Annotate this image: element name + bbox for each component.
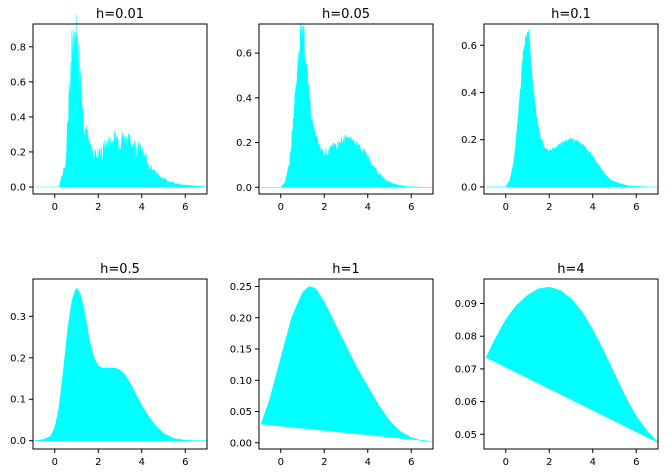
axes-frame [32, 23, 208, 195]
x-tick-label: 4 [365, 202, 371, 213]
x-tick-label: 0 [503, 202, 509, 213]
y-tick-label: 0.4 [461, 88, 477, 99]
subplot-5: 0 2 4 6 0.00 0.05 0.10 0.15 0.20 0.25 h=1 [230, 262, 434, 468]
x-tick-label: 4 [365, 457, 371, 468]
y-tick-label: 0.4 [10, 112, 26, 123]
subplot-title: h=0.5 [100, 262, 140, 277]
y-tick-label: 0.3 [10, 312, 26, 323]
subplot-3: 0 2 4 6 0.0 0.2 0.4 0.6 h=0.1 [461, 7, 659, 213]
density-area [35, 287, 207, 442]
y-tick-label: 0.20 [230, 313, 252, 324]
subplot-title: h=0.1 [551, 7, 591, 22]
axes-frame [483, 278, 659, 450]
subplot-6: 0 2 4 6 0.05 0.06 0.07 0.08 0.09 h=4 [455, 262, 659, 468]
y-tick-label: 0.4 [236, 93, 252, 104]
axes-frame [32, 278, 208, 450]
y-tick-label: 0.6 [10, 77, 26, 88]
x-tick-label: 2 [321, 202, 327, 213]
y-tick-label: 0.25 [230, 282, 252, 293]
y-tick-label: 0.10 [230, 376, 252, 387]
subplot-title: h=4 [557, 262, 584, 277]
x-tick-label: 2 [546, 202, 552, 213]
x-tick-label: 6 [633, 202, 639, 213]
density-area [486, 30, 658, 188]
y-tick-label: 0.6 [236, 49, 252, 60]
x-tick-label: 6 [182, 457, 188, 468]
y-tick-label: 0.0 [461, 182, 477, 193]
axes-frame [258, 278, 434, 450]
y-tick-label: 0.1 [10, 395, 26, 406]
subplot-title: h=1 [332, 262, 359, 277]
x-tick-label: 2 [95, 202, 101, 213]
y-tick-label: 0.0 [10, 182, 26, 193]
y-tick-label: 0.2 [461, 135, 477, 146]
subplot-1: 0 2 4 6 0.0 0.2 0.4 0.6 0.8 h=0.01 [10, 7, 208, 213]
x-tick-label: 6 [408, 202, 414, 213]
y-tick-label: 0.2 [10, 147, 26, 158]
y-tick-label: 0.05 [230, 407, 252, 418]
axes-frame [258, 23, 434, 195]
subplot-2: 0 2 4 6 0.0 0.2 0.4 0.6 h=0.05 [236, 7, 434, 213]
x-tick-label: 4 [139, 202, 145, 213]
x-tick-label: 6 [408, 457, 414, 468]
subplot-title: h=0.01 [96, 7, 144, 22]
x-tick-label: 2 [321, 457, 327, 468]
y-tick-label: 0.06 [455, 397, 477, 408]
x-tick-label: 4 [590, 202, 596, 213]
y-tick-label: 0.0 [10, 436, 26, 447]
subplot-4: 0 2 4 6 0.0 0.1 0.2 0.3 h=0.5 [10, 262, 208, 468]
y-tick-label: 0.09 [455, 299, 477, 310]
y-tick-label: 0.05 [455, 430, 477, 441]
x-tick-label: 4 [139, 457, 145, 468]
x-tick-label: 0 [503, 457, 509, 468]
y-tick-label: 0.2 [236, 138, 252, 149]
x-tick-label: 0 [52, 202, 58, 213]
y-tick-label: 0.08 [455, 332, 477, 343]
y-tick-label: 0.6 [461, 41, 477, 52]
y-tick-label: 0.07 [455, 364, 477, 375]
x-tick-label: 6 [182, 202, 188, 213]
density-area [260, 286, 434, 442]
x-tick-label: 0 [278, 457, 284, 468]
x-tick-label: 0 [278, 202, 284, 213]
y-tick-label: 0.2 [10, 353, 26, 364]
density-area [485, 286, 659, 443]
x-tick-label: 2 [95, 457, 101, 468]
y-tick-label: 0.00 [230, 438, 252, 449]
density-area [261, 22, 433, 188]
x-tick-label: 2 [546, 457, 552, 468]
x-tick-label: 6 [633, 457, 639, 468]
density-area [35, 14, 208, 188]
x-tick-label: 4 [590, 457, 596, 468]
y-tick-label: 0.0 [236, 183, 252, 194]
y-tick-label: 0.15 [230, 345, 252, 356]
subplot-title: h=0.05 [322, 7, 370, 22]
axes-frame [483, 23, 659, 195]
x-tick-label: 0 [52, 457, 58, 468]
y-tick-label: 0.8 [10, 42, 26, 53]
